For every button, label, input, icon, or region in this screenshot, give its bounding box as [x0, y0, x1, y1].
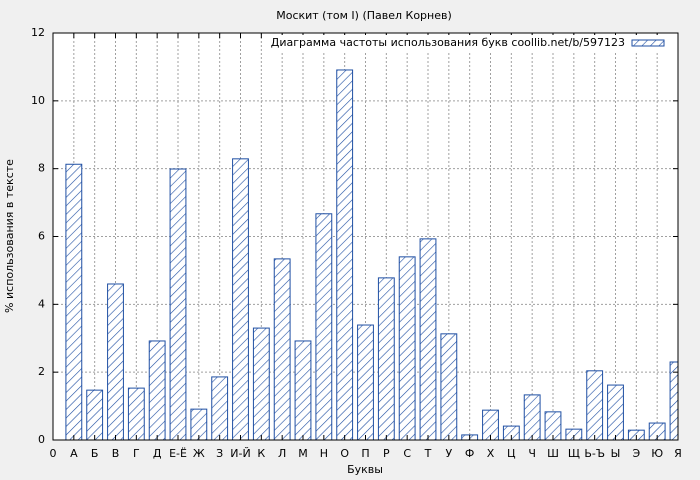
x-tick-label: О — [340, 447, 349, 460]
chart-title: Москит (том I) (Павел Корнев) — [276, 9, 452, 22]
bar — [252, 327, 270, 440]
x-tick-label: К — [257, 447, 265, 460]
x-tick-label: Ю — [651, 447, 663, 460]
bar — [315, 213, 333, 440]
x-tick-label: Н — [320, 447, 328, 460]
bar — [523, 394, 541, 440]
x-tick-label: Э — [632, 447, 640, 460]
bar — [127, 387, 145, 440]
x-tick-label: А — [70, 447, 78, 460]
x-tick-label: И-Й — [230, 447, 250, 460]
x-tick-label: Я — [674, 447, 682, 460]
x-tick-label: У — [445, 447, 452, 460]
bar — [377, 277, 395, 440]
x-tick-label: В — [112, 447, 120, 460]
bar — [148, 340, 166, 440]
x-tick-label: М — [298, 447, 308, 460]
y-tick-label: 4 — [38, 297, 45, 310]
x-tick-label: Ж — [193, 447, 205, 460]
legend-label: Диаграмма частоты использования букв coo… — [271, 36, 625, 49]
bar — [294, 340, 312, 440]
bar — [440, 333, 458, 440]
x-tick-label: 0 — [50, 447, 57, 460]
x-tick-label: Г — [133, 447, 140, 460]
x-tick-label: Д — [153, 447, 162, 460]
x-tick-label: Р — [383, 447, 390, 460]
bar — [502, 425, 520, 440]
bar — [169, 168, 187, 440]
x-tick-label: Ы — [611, 447, 621, 460]
x-tick-label: Ф — [465, 447, 474, 460]
x-axis-label: Буквы — [347, 463, 383, 476]
bar — [190, 408, 208, 440]
bars — [65, 69, 678, 440]
plot-border — [52, 32, 679, 441]
x-tick-label: Ч — [528, 447, 536, 460]
x-tick-label: Щ — [568, 447, 580, 460]
legend-swatch — [631, 39, 665, 47]
bar — [607, 384, 624, 440]
y-tick-label: 0 — [38, 433, 45, 446]
bar — [336, 69, 354, 440]
y-tick-label: 2 — [38, 365, 45, 378]
y-axis-label: % использования в тексте — [3, 159, 16, 313]
x-tick-label: П — [361, 447, 369, 460]
y-tick-label: 6 — [38, 230, 45, 243]
x-tick-label: Ш — [547, 447, 559, 460]
y-tick-label: 8 — [38, 162, 45, 175]
bar — [565, 428, 583, 440]
bar — [211, 376, 229, 440]
x-tick-label: Т — [424, 447, 432, 460]
bar — [107, 283, 124, 440]
x-tick-label: С — [403, 447, 411, 460]
bar — [419, 238, 437, 440]
bar — [273, 258, 291, 440]
x-tick-label: Ц — [507, 447, 516, 460]
bar — [232, 158, 249, 440]
x-tick-label: Ь-Ъ — [584, 447, 605, 460]
x-tick-label: З — [216, 447, 223, 460]
bar — [398, 256, 416, 440]
x-tick-label: Х — [487, 447, 495, 460]
bar — [357, 324, 374, 440]
legend-background — [266, 35, 673, 51]
x-tick-label: Л — [278, 447, 286, 460]
bar — [586, 370, 604, 440]
bar — [86, 389, 104, 440]
x-tick-label: Е-Ё — [169, 447, 187, 460]
x-tick-label: Б — [91, 447, 99, 460]
y-tick-label: 10 — [31, 94, 45, 107]
y-tick-label: 12 — [31, 26, 45, 39]
bar — [65, 163, 83, 440]
legend: Диаграмма частоты использования букв coo… — [266, 35, 673, 51]
